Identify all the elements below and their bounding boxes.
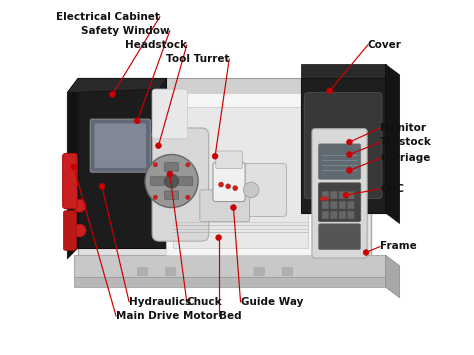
Circle shape	[167, 171, 173, 177]
FancyBboxPatch shape	[164, 191, 179, 200]
Circle shape	[346, 152, 352, 157]
Text: Tailstock: Tailstock	[380, 137, 432, 147]
Circle shape	[320, 197, 325, 201]
Circle shape	[327, 88, 332, 94]
FancyBboxPatch shape	[339, 212, 346, 219]
Text: Headstock: Headstock	[125, 40, 187, 50]
Circle shape	[135, 118, 140, 124]
Circle shape	[226, 184, 231, 189]
FancyBboxPatch shape	[319, 144, 361, 179]
Circle shape	[363, 250, 369, 255]
FancyBboxPatch shape	[164, 163, 179, 171]
FancyBboxPatch shape	[339, 202, 346, 209]
FancyBboxPatch shape	[348, 202, 354, 209]
FancyBboxPatch shape	[282, 268, 292, 275]
Text: Hydraulics: Hydraulics	[129, 297, 191, 307]
FancyBboxPatch shape	[348, 192, 354, 199]
Circle shape	[153, 163, 157, 167]
Circle shape	[243, 182, 259, 198]
Circle shape	[145, 154, 198, 208]
FancyBboxPatch shape	[304, 93, 382, 199]
Circle shape	[219, 182, 224, 187]
FancyBboxPatch shape	[137, 268, 147, 275]
FancyBboxPatch shape	[200, 190, 249, 222]
Text: Monitor: Monitor	[380, 123, 426, 133]
Polygon shape	[385, 255, 400, 298]
Text: Main Drive Motor: Main Drive Motor	[116, 311, 218, 321]
Text: Chuck: Chuck	[187, 297, 222, 307]
Text: Frame: Frame	[380, 241, 417, 251]
Polygon shape	[301, 78, 385, 213]
Circle shape	[155, 143, 161, 148]
Polygon shape	[74, 255, 385, 277]
FancyBboxPatch shape	[331, 212, 337, 219]
FancyBboxPatch shape	[244, 163, 286, 217]
Polygon shape	[67, 78, 78, 259]
FancyBboxPatch shape	[331, 202, 337, 209]
Circle shape	[231, 205, 237, 211]
Polygon shape	[173, 107, 308, 248]
FancyBboxPatch shape	[213, 162, 245, 202]
FancyBboxPatch shape	[63, 153, 77, 209]
Circle shape	[346, 139, 352, 145]
Text: Guide Way: Guide Way	[240, 297, 303, 307]
Circle shape	[324, 197, 328, 201]
FancyBboxPatch shape	[254, 268, 264, 275]
FancyBboxPatch shape	[90, 119, 150, 172]
FancyBboxPatch shape	[165, 268, 176, 275]
FancyBboxPatch shape	[179, 177, 193, 185]
Circle shape	[99, 184, 105, 189]
Text: Safety Window: Safety Window	[81, 26, 170, 36]
Circle shape	[346, 168, 352, 173]
Circle shape	[216, 235, 221, 240]
FancyBboxPatch shape	[150, 177, 164, 185]
Polygon shape	[78, 78, 166, 248]
Polygon shape	[78, 100, 371, 266]
Polygon shape	[385, 64, 400, 223]
FancyBboxPatch shape	[319, 224, 360, 250]
Circle shape	[233, 186, 237, 191]
Polygon shape	[67, 78, 166, 93]
Circle shape	[153, 195, 157, 200]
Polygon shape	[78, 78, 371, 100]
Text: Cover: Cover	[368, 40, 401, 50]
FancyBboxPatch shape	[331, 192, 337, 199]
Polygon shape	[74, 277, 385, 287]
FancyBboxPatch shape	[322, 212, 328, 219]
Circle shape	[71, 164, 76, 170]
FancyBboxPatch shape	[152, 128, 209, 241]
FancyBboxPatch shape	[322, 192, 328, 199]
Circle shape	[73, 200, 86, 212]
FancyBboxPatch shape	[64, 211, 76, 250]
FancyBboxPatch shape	[94, 124, 146, 168]
Polygon shape	[166, 93, 315, 255]
FancyBboxPatch shape	[322, 202, 328, 209]
FancyBboxPatch shape	[152, 89, 188, 138]
FancyBboxPatch shape	[348, 212, 354, 219]
Circle shape	[109, 92, 115, 97]
Circle shape	[73, 224, 86, 237]
FancyBboxPatch shape	[319, 183, 361, 222]
Text: CNC: CNC	[380, 184, 404, 194]
FancyBboxPatch shape	[339, 192, 346, 199]
Circle shape	[164, 174, 179, 188]
FancyBboxPatch shape	[312, 129, 367, 258]
Circle shape	[186, 163, 190, 167]
Circle shape	[343, 192, 349, 198]
Text: Electrical Cabinet: Electrical Cabinet	[56, 12, 160, 22]
FancyBboxPatch shape	[216, 151, 242, 169]
Text: Tool Turret: Tool Turret	[166, 54, 229, 64]
Polygon shape	[301, 64, 385, 78]
Circle shape	[212, 153, 218, 159]
Text: Carriage: Carriage	[380, 153, 430, 163]
Text: Bed: Bed	[219, 311, 241, 321]
Circle shape	[186, 195, 190, 200]
